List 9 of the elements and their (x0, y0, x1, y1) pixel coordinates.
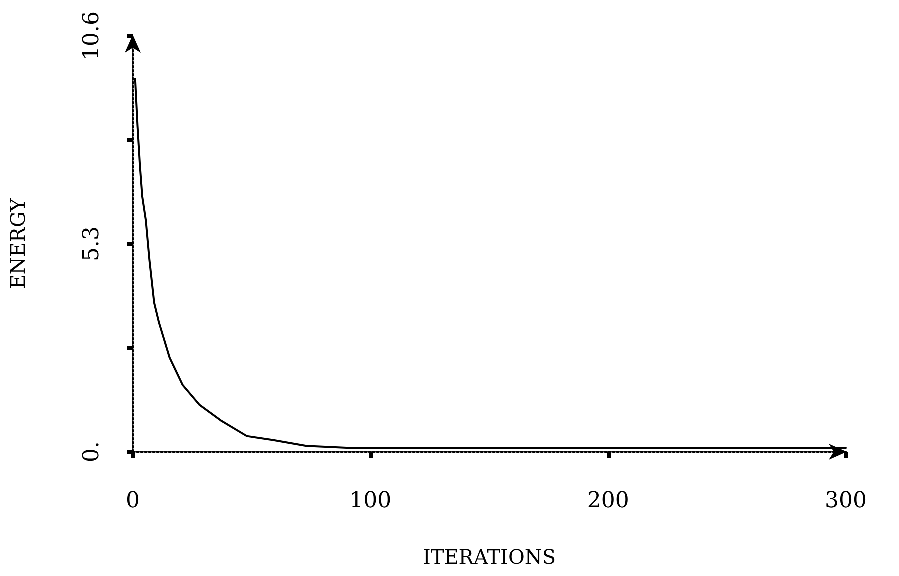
y-tick-label: 0. (80, 442, 104, 462)
x-tick-label: 0 (126, 488, 140, 514)
x-tick-label: 200 (587, 488, 630, 514)
x-tick-label: 100 (350, 488, 392, 514)
y-tick-label: 5.3 (80, 226, 104, 262)
x-tick-label: 300 (825, 488, 867, 514)
x-axis-title: ITERATIONS (422, 545, 556, 569)
y-axis-title: ENERGY (6, 198, 30, 290)
y-tick-label: 10.6 (80, 12, 104, 60)
